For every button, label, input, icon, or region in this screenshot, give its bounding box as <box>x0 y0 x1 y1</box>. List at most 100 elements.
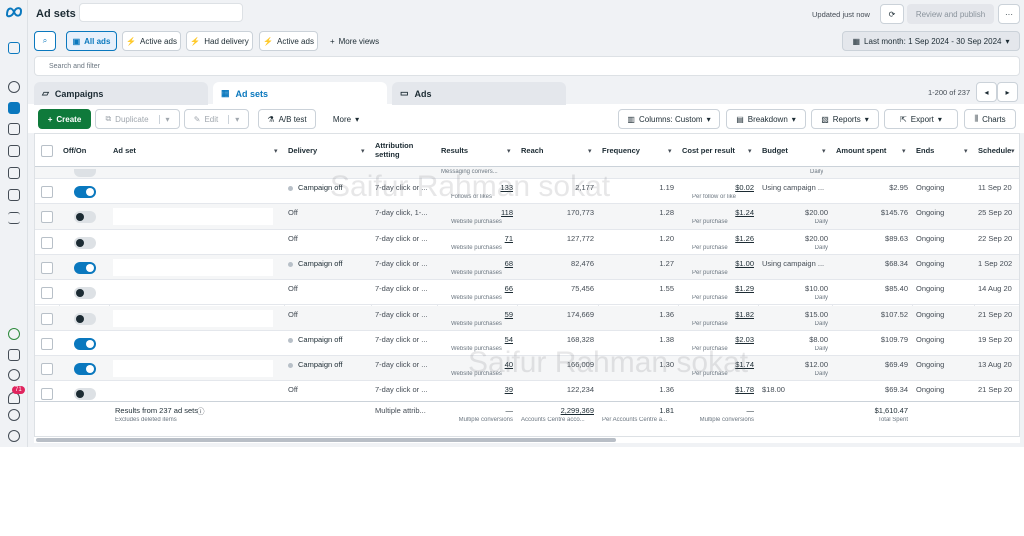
view-button[interactable]: ⚡Had delivery <box>186 31 253 51</box>
row-checkbox[interactable] <box>41 388 53 400</box>
toolbar-button[interactable]: ⚗A/B test <box>258 109 316 129</box>
toggle[interactable] <box>74 363 96 375</box>
nav-icon[interactable] <box>8 430 20 442</box>
sort-caret[interactable]: ▾ <box>748 147 752 155</box>
toolbar-button[interactable]: ▤Breakdown▾ <box>726 109 806 129</box>
toolbar-button[interactable]: ⇱Export▾ <box>884 109 958 129</box>
sort-caret[interactable]: ▾ <box>507 147 511 155</box>
sort-caret[interactable]: ▾ <box>902 147 906 155</box>
toolbar-button[interactable]: ⫼Charts <box>964 109 1016 129</box>
tab[interactable]: ▱Campaigns <box>34 82 208 105</box>
nav-icon[interactable] <box>8 123 20 135</box>
refresh-button[interactable]: ⟳ <box>880 4 904 24</box>
column-header[interactable]: Delivery <box>288 146 367 155</box>
nav-icon[interactable] <box>8 102 20 114</box>
nav-icon[interactable] <box>8 369 20 381</box>
results[interactable]: 68 <box>441 259 513 268</box>
nav-icon[interactable] <box>8 42 20 54</box>
column-header[interactable]: Ad set <box>113 146 280 155</box>
cost[interactable]: $1.00 <box>682 259 754 268</box>
tab[interactable]: ▦Ad sets <box>213 82 387 105</box>
column-header[interactable]: Ends <box>916 146 970 155</box>
column-header[interactable]: Budget <box>762 146 828 155</box>
next-page[interactable]: ▸ <box>997 82 1018 102</box>
toggle[interactable] <box>74 186 96 198</box>
toggle[interactable] <box>74 262 96 274</box>
ad-set-name[interactable] <box>113 335 273 352</box>
sort-caret[interactable]: ▾ <box>668 147 672 155</box>
toolbar-button[interactable]: ⧉Duplicate▾ <box>95 109 180 129</box>
cost[interactable]: $1.29 <box>682 284 754 293</box>
toggle[interactable] <box>74 237 96 249</box>
row-checkbox[interactable] <box>41 338 53 350</box>
select-all[interactable] <box>41 145 53 157</box>
column-header[interactable]: Amount spent <box>836 146 908 155</box>
ad-set-name[interactable] <box>113 183 273 200</box>
column-header[interactable]: Attribution setting <box>375 141 433 159</box>
cost[interactable]: $1.74 <box>682 360 754 369</box>
results[interactable]: 118 <box>441 208 513 217</box>
column-header[interactable]: Reach <box>521 146 594 155</box>
ad-set-name[interactable] <box>113 208 273 225</box>
view-button[interactable]: ▣All ads <box>66 31 117 51</box>
search-bar[interactable]: Search and filter <box>34 56 1020 76</box>
sort-caret[interactable]: ▾ <box>361 147 365 155</box>
results[interactable]: 40 <box>441 360 513 369</box>
toolbar-button[interactable]: ✎Edit▾ <box>184 109 249 129</box>
cost[interactable]: $1.26 <box>682 234 754 243</box>
results[interactable]: 66 <box>441 284 513 293</box>
cost[interactable]: $2.03 <box>682 335 754 344</box>
scrollbar-thumb[interactable] <box>36 438 616 442</box>
row-checkbox[interactable] <box>41 186 53 198</box>
results[interactable]: 59 <box>441 310 513 319</box>
column-header[interactable]: Results <box>441 146 513 155</box>
row-checkbox[interactable] <box>41 363 53 375</box>
nav-icon[interactable] <box>8 167 20 179</box>
column-header[interactable]: Off/On <box>63 146 105 155</box>
toolbar-button[interactable]: +Create <box>38 109 91 129</box>
ad-set-name[interactable] <box>113 385 273 402</box>
toggle[interactable] <box>74 211 96 223</box>
ad-set-name[interactable] <box>113 310 273 327</box>
nav-icon[interactable] <box>8 328 20 340</box>
results[interactable]: 54 <box>441 335 513 344</box>
toggle[interactable] <box>74 169 96 177</box>
view-button[interactable]: ⚡Active ads <box>259 31 318 51</box>
sort-caret[interactable]: ▾ <box>274 147 278 155</box>
column-header[interactable]: Frequency <box>602 146 674 155</box>
nav-icon[interactable] <box>8 189 20 201</box>
toolbar-button[interactable]: More▾ <box>325 109 367 129</box>
view-button[interactable]: +More views <box>324 31 385 51</box>
row-checkbox[interactable] <box>41 211 53 223</box>
results[interactable]: 39 <box>441 385 513 394</box>
prev-page[interactable]: ◂ <box>976 82 997 102</box>
toggle[interactable] <box>74 313 96 325</box>
cost[interactable]: $0.02 <box>682 183 754 192</box>
cost[interactable]: $1.78 <box>682 385 754 394</box>
tab[interactable]: ▭Ads <box>392 82 566 105</box>
nav-icon[interactable] <box>8 212 20 224</box>
nav-icon[interactable] <box>8 349 20 361</box>
nav-icon[interactable] <box>8 409 20 421</box>
ad-set-name[interactable] <box>113 234 273 251</box>
toggle[interactable] <box>74 338 96 350</box>
more-button[interactable]: ··· <box>998 4 1020 24</box>
row-checkbox[interactable] <box>41 262 53 274</box>
toggle[interactable] <box>74 287 96 299</box>
nav-icon[interactable] <box>8 145 20 157</box>
info-icon[interactable]: ⓘ <box>197 406 205 417</box>
row-checkbox[interactable] <box>41 287 53 299</box>
results[interactable]: 133 <box>441 183 513 192</box>
results[interactable]: 71 <box>441 234 513 243</box>
date-range[interactable]: ▦Last month: 1 Sep 2024 - 30 Sep 2024▾ <box>842 31 1020 51</box>
sort-caret[interactable]: ▾ <box>1011 147 1015 155</box>
name-field[interactable] <box>79 3 243 22</box>
toolbar-button[interactable]: ▧Reports▾ <box>811 109 879 129</box>
sort-caret[interactable]: ▾ <box>964 147 968 155</box>
publish-button[interactable]: Review and publish <box>907 4 994 24</box>
cost[interactable]: $1.82 <box>682 310 754 319</box>
toggle[interactable] <box>74 388 96 400</box>
ad-set-name[interactable] <box>113 259 273 276</box>
ad-set-name[interactable] <box>113 284 273 301</box>
sort-caret[interactable]: ▾ <box>822 147 826 155</box>
